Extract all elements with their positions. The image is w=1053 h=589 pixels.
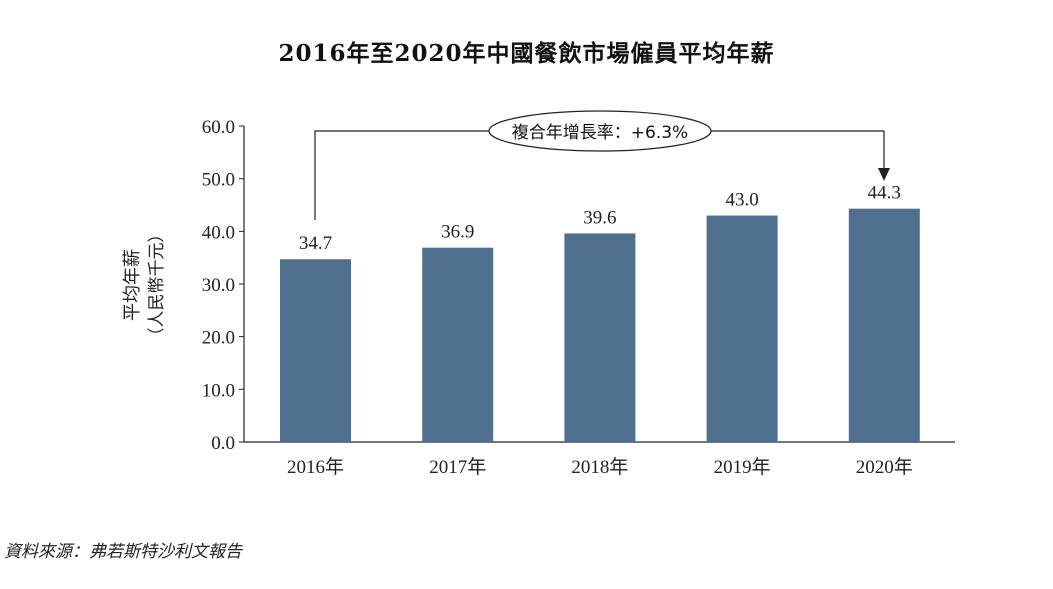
y-tick-label: 50.0: [202, 170, 235, 191]
y-tick-label: 30.0: [202, 275, 235, 296]
y-axis-label-line1: 平均年薪: [122, 249, 143, 321]
bar-2019年: [706, 215, 778, 442]
chart-title: 2016年至2020年中國餐飲市場僱員平均年薪: [278, 40, 775, 67]
x-tick-label: 2019年: [714, 456, 771, 478]
y-tick-label: 60.0: [202, 117, 235, 138]
y-tick-label: 40.0: [202, 222, 235, 243]
arrow-down-icon: [878, 168, 890, 181]
cagr-ellipse: [488, 110, 712, 152]
x-tick-label: 2016年: [287, 456, 344, 478]
y-tick-label: 10.0: [202, 380, 235, 401]
cagr-bracket-left: [314, 130, 490, 220]
cagr-label: 複合年增長率：+6.3%: [512, 123, 688, 143]
cagr-annotation: 複合年增長率：+6.3%: [314, 110, 890, 220]
data-label: 43.0: [725, 190, 758, 211]
y-tick-label: 20.0: [202, 328, 235, 349]
cagr-bracket-right: [711, 130, 885, 170]
bar-2016年: [280, 259, 351, 442]
y-tick-label: 0.0: [211, 433, 235, 454]
x-tick-label: 2018年: [571, 456, 628, 478]
y-axis-label-line2: （人民幣千元）: [147, 226, 167, 345]
y-axis-label: 平均年薪 （人民幣千元）: [122, 226, 167, 345]
data-label: 44.3: [868, 183, 901, 204]
x-tick-label: 2020年: [856, 456, 913, 478]
bar-2020年: [848, 208, 920, 442]
source-note: 資料來源：弗若斯特沙利文報告: [4, 542, 242, 562]
x-tick-label: 2017年: [429, 456, 486, 478]
data-label: 34.7: [299, 233, 332, 254]
data-label: 39.6: [583, 207, 616, 228]
bar-2017年: [422, 247, 494, 442]
data-label: 36.9: [441, 222, 474, 243]
bar-2018年: [564, 233, 636, 442]
